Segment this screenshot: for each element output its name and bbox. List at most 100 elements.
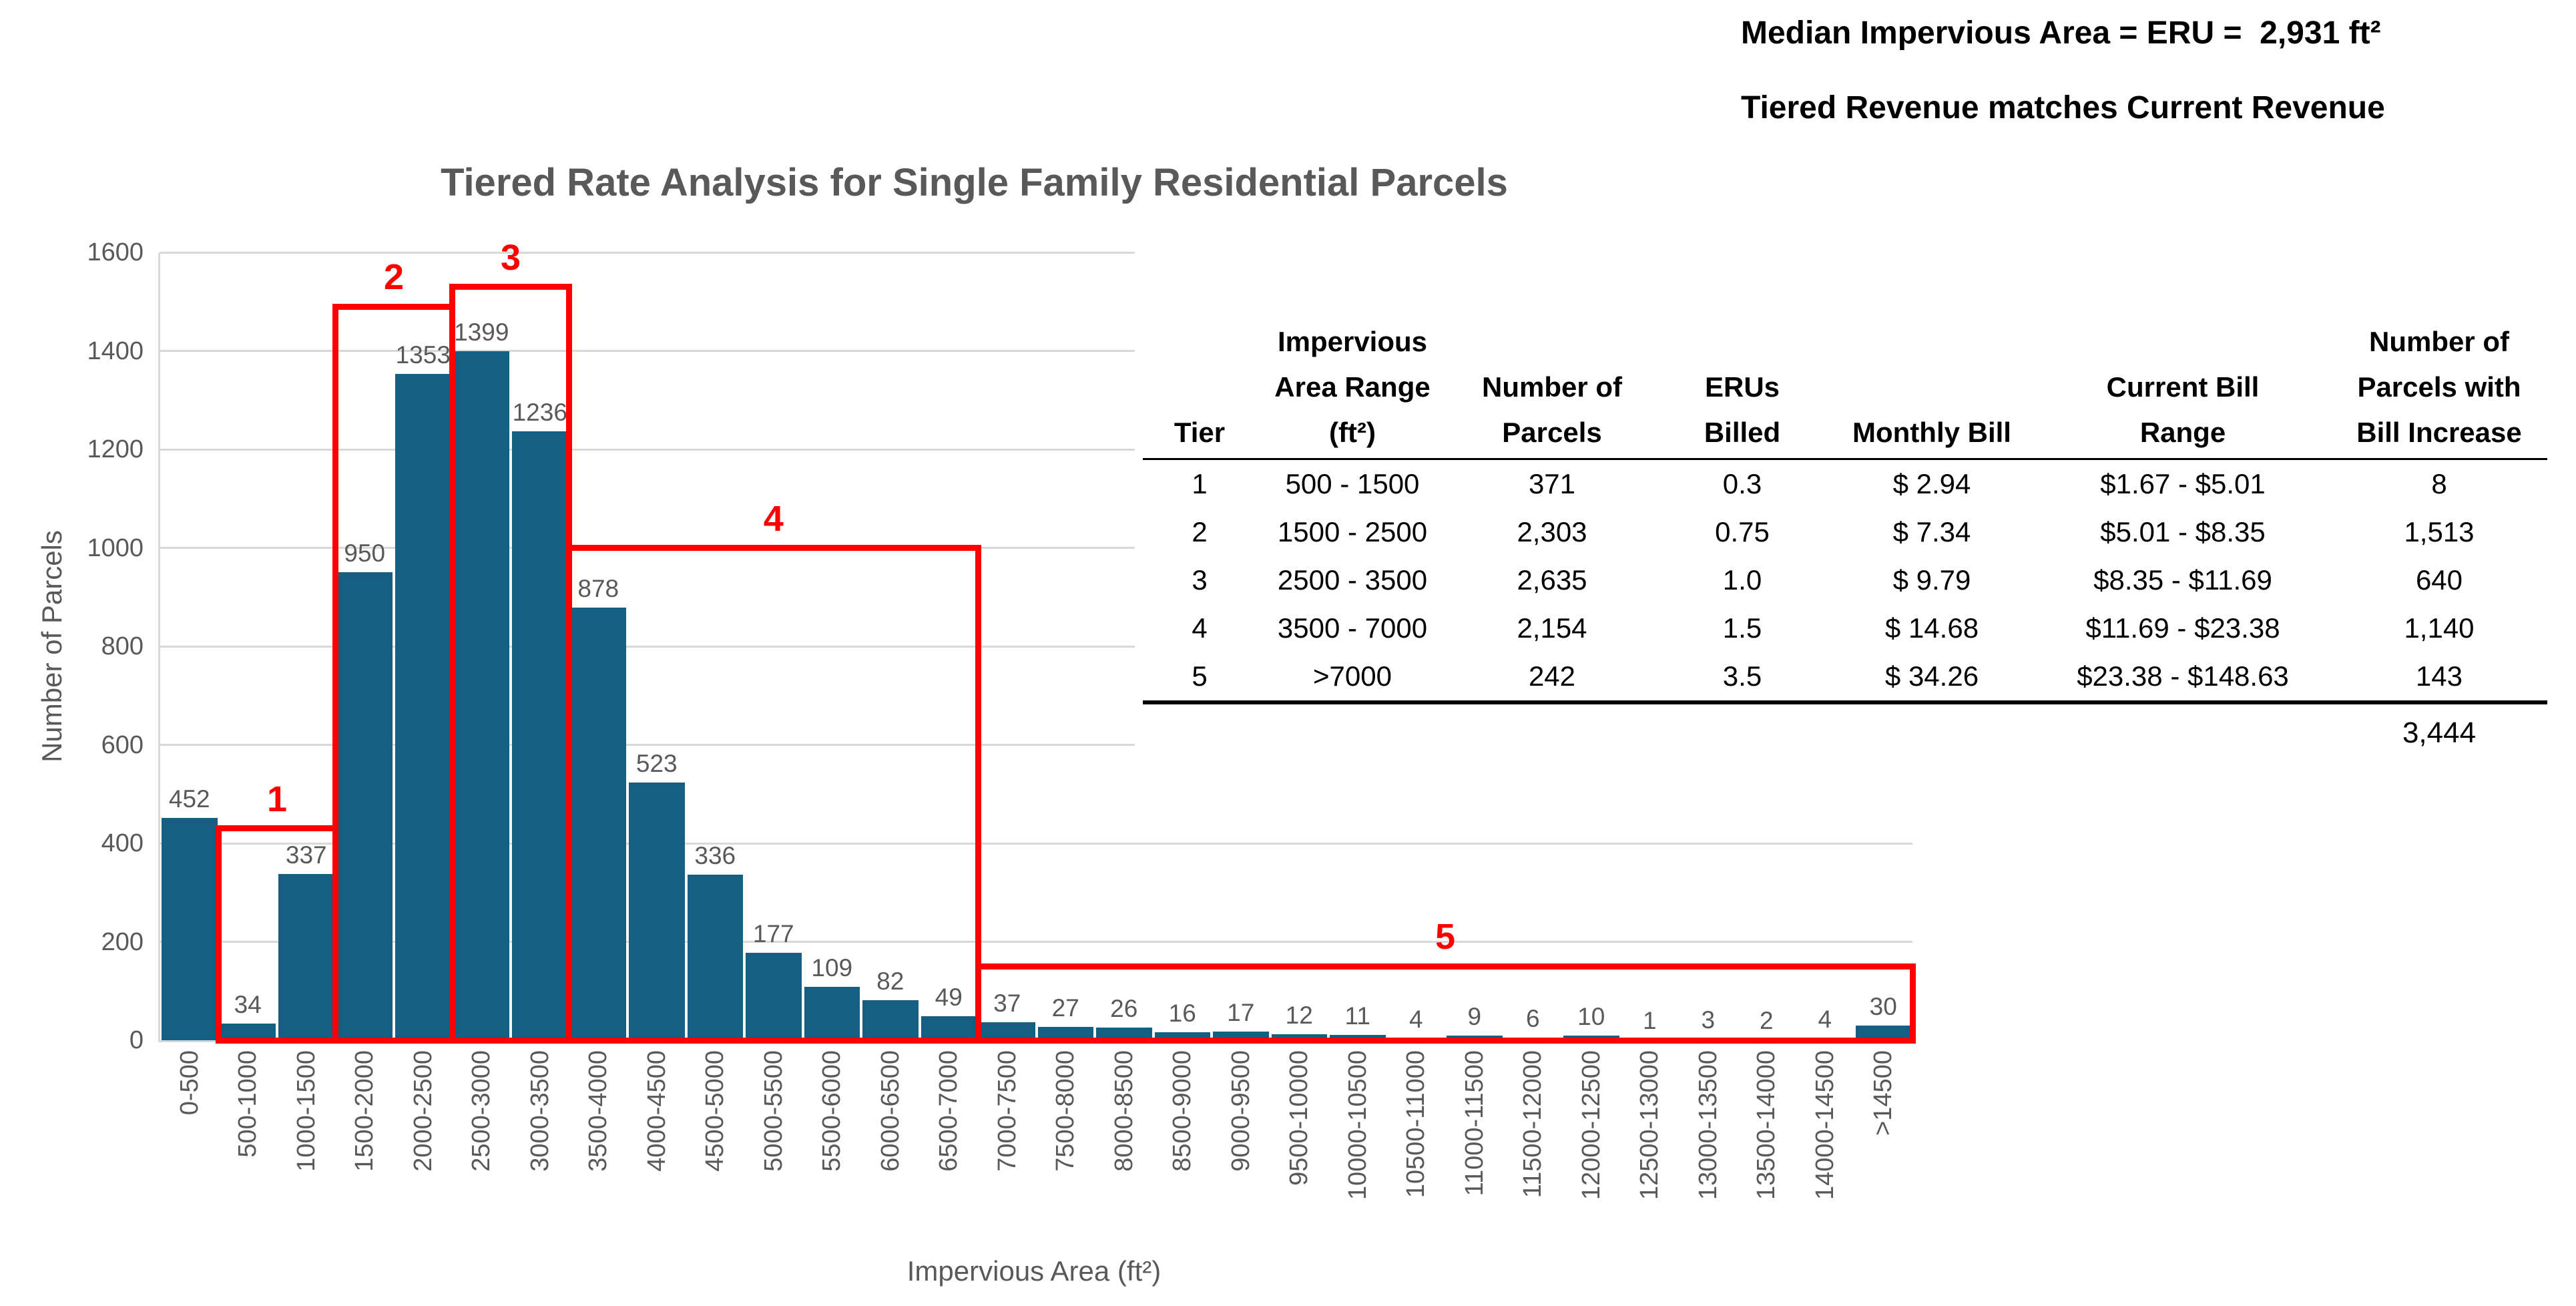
bar	[862, 1000, 919, 1040]
tier-box	[332, 303, 455, 1044]
x-axis-tick-label: 3000-3500	[525, 1050, 554, 1172]
table-header: Tier	[1143, 319, 1256, 460]
y-axis-tick-label: 400	[101, 829, 144, 857]
bar	[1096, 1027, 1152, 1040]
x-axis-tick-label: 500-1000	[234, 1050, 262, 1158]
x-axis-tick-label: 10500-11000	[1402, 1050, 1431, 1199]
x-axis-tick-label: 11000-11500	[1460, 1050, 1489, 1196]
bar	[1855, 1025, 1911, 1040]
table-cell: 1,140	[2404, 612, 2475, 644]
gridline	[160, 842, 1912, 845]
bar-value-label: 1399	[454, 318, 509, 347]
tier-box	[566, 545, 981, 1044]
table-cell: 500 - 1500	[1285, 468, 1420, 499]
bar	[570, 608, 626, 1040]
bar-value-label: 82	[876, 967, 905, 995]
bar	[746, 953, 802, 1040]
table-cell: 8	[2431, 468, 2447, 499]
bar-value-label: 4	[1408, 1006, 1423, 1034]
chart-title: Tiered Rate Analysis for Single Family R…	[441, 161, 1508, 204]
x-axis-tick-label: 14000-14500	[1810, 1050, 1839, 1200]
bar-value-label: 523	[635, 750, 678, 778]
data-table: Tier Impervious Area Range (ft²) Number of…	[1143, 319, 2547, 762]
bar-value-label: 1236	[512, 399, 567, 427]
table-header-row: Tier Impervious Area Range (ft²) Number of…	[1143, 319, 2547, 460]
gridline	[160, 941, 1912, 943]
table-cell: $5.01 - $8.35	[2100, 516, 2266, 548]
table-cell: 2,303	[1517, 516, 1587, 548]
bar-value-label: 16	[1168, 1000, 1196, 1028]
y-axis-tick-label: 0	[129, 1026, 144, 1054]
x-axis-tick-label: 12000-12500	[1577, 1050, 1605, 1200]
table-cell: 0.75	[1715, 516, 1770, 548]
bar	[278, 874, 334, 1040]
x-axis-tick-label: 8000-8500	[1109, 1050, 1138, 1172]
x-axis-tick-label: 0-500	[175, 1050, 204, 1116]
bar-value-label: 1353	[395, 341, 451, 369]
table-header: Monthly Bill	[1829, 319, 2035, 460]
tiered-revenue-note: Tiered Revenue matches Current Revenue	[1741, 90, 2385, 126]
table-row: 2 1500 - 2500 2,303 0.75 $ 7.34 $5.01 - $8.35…	[1143, 508, 2547, 556]
bar-value-label: 878	[577, 575, 619, 603]
bar	[1037, 1027, 1093, 1040]
table-cell: >7000	[1256, 652, 1449, 704]
y-axis-tick-label: 800	[101, 632, 144, 660]
x-axis-tick-label: 6000-6500	[876, 1050, 905, 1172]
tier-number: 2	[383, 257, 405, 298]
table-cell: $ 14.68	[1884, 612, 1979, 644]
table-cell: 5	[1143, 652, 1256, 704]
table-cell: 1,513	[2404, 516, 2475, 548]
x-axis-tick-label: 9000-9500	[1226, 1050, 1255, 1172]
table-cell: 640	[2415, 564, 2463, 596]
tier-box	[216, 825, 338, 1044]
bar-value-label: 9	[1467, 1003, 1482, 1031]
bar	[453, 351, 509, 1040]
x-axis-title: Impervious Area (ft²)	[907, 1255, 1162, 1287]
tier-number: 5	[1435, 917, 1456, 957]
table-total-spacer	[1655, 702, 1829, 762]
bar-value-label: 17	[1227, 999, 1255, 1027]
table-cell: 242	[1449, 652, 1655, 704]
x-axis-tick-label: 4500-5000	[701, 1050, 730, 1172]
y-axis-tick-label: 600	[101, 730, 144, 759]
table-cell: 2,154	[1517, 612, 1587, 644]
table-cell: 3.5	[1655, 652, 1829, 704]
bar-value-label: 49	[935, 983, 963, 1011]
table-cell: $8.35 - $11.69	[2093, 564, 2272, 596]
bar	[804, 986, 860, 1040]
table-cell: 3500 - 7000	[1277, 612, 1428, 644]
x-axis-tick-label: >14500	[1869, 1050, 1898, 1136]
x-axis-tick-label: 8500-9000	[1168, 1050, 1197, 1172]
x-axis-tick-label: 12500-13000	[1635, 1050, 1664, 1200]
bar	[921, 1016, 977, 1040]
table-total-value: 3,444	[2402, 716, 2477, 749]
table-cell: 0.3	[1722, 468, 1762, 499]
tier-number: 3	[500, 237, 521, 278]
x-axis-tick-label: 2000-2500	[409, 1050, 437, 1172]
bar	[162, 817, 218, 1040]
bar-value-label: 4	[1818, 1006, 1832, 1034]
bar-value-label: 37	[993, 989, 1021, 1017]
table-total-spacer	[1256, 702, 1449, 762]
tier-box	[449, 284, 572, 1044]
median-impervious-area-note: Median Impervious Area = ERU = 2,931 ft²	[1741, 15, 2381, 51]
table-cell: $ 2.94	[1892, 468, 1971, 499]
x-axis-tick-label: 10000-10500	[1343, 1050, 1372, 1200]
bar-value-label: 109	[811, 953, 853, 982]
bar-value-label: 10	[1577, 1002, 1605, 1030]
x-axis-tick-label: 9500-10000	[1285, 1050, 1314, 1186]
table-cell: 1.5	[1722, 612, 1762, 644]
table-header: Impervious Area Range (ft²)	[1256, 319, 1449, 460]
table-header: Number of Parcels	[1449, 319, 1655, 460]
x-axis-tick-label: 13500-14000	[1752, 1050, 1781, 1200]
y-axis-tick-label: 1600	[87, 238, 144, 266]
x-axis-tick-label: 11500-12000	[1519, 1050, 1547, 1199]
bar	[629, 783, 685, 1040]
table-cell: 2	[1192, 516, 1208, 548]
x-axis-tick-label: 1000-1500	[292, 1050, 320, 1172]
bar-value-label: 337	[285, 841, 327, 869]
table-cell: 1	[1192, 468, 1208, 499]
x-axis-tick-label: 4000-4500	[642, 1050, 671, 1172]
x-axis-tick-label: 7000-7500	[993, 1050, 1021, 1172]
